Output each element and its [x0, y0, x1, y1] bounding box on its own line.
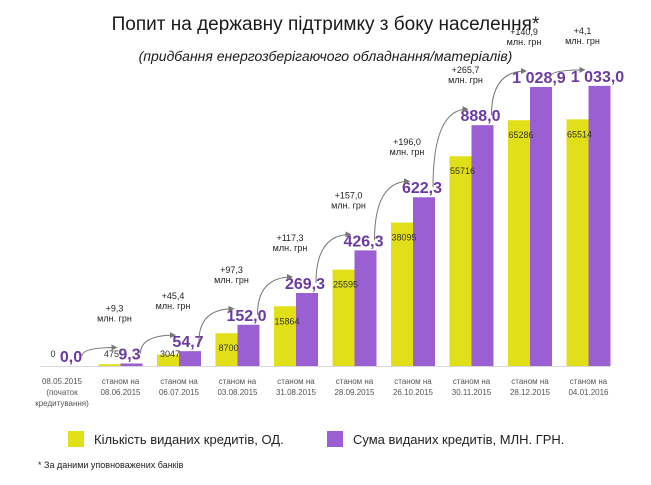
increment-label-6: +196,0 млн. грн	[390, 137, 425, 157]
count-label-7: 55716	[450, 166, 475, 176]
increment-label-8: +140,9 млн. грн	[507, 27, 542, 47]
bar-sum-4	[296, 292, 318, 366]
footnote: * За даними уповноважених банків	[38, 460, 184, 470]
increment-label-2: +45,4 млн. грн	[156, 291, 191, 311]
bar-count-6	[391, 222, 413, 366]
sum-label-3: 152,0	[226, 308, 266, 325]
bar-count-3	[215, 333, 238, 366]
increment-arrow-8	[491, 67, 527, 116]
category-label-8: станом на 28.12.2015	[510, 377, 551, 397]
increment-arrow-2	[140, 332, 176, 354]
increment-label-3: +97,3 млн. грн	[214, 265, 249, 285]
increment-label-9: +4,1 млн. грн	[565, 26, 600, 46]
legend-label-count: Кількість виданих кредитів, ОД.	[94, 431, 284, 447]
bar-count-2	[157, 354, 179, 366]
category-label-7: станом на 30.11.2015	[452, 377, 492, 397]
sum-label-8: 1 028,9	[512, 70, 565, 87]
count-label-8: 65286	[508, 130, 533, 140]
increment-label-1: +9,3 млн. грн	[97, 303, 132, 323]
bar-sum-5	[354, 250, 377, 366]
increment-label-7: +265,7 млн. грн	[448, 65, 483, 85]
legend-item-count: Кількість виданих кредитів, ОД.	[68, 428, 284, 450]
category-label-5: станом на 28.09.2015	[334, 377, 375, 397]
chart-subtitle: (придбання енергозберігаючого обладнання…	[138, 48, 513, 64]
bar-count-5	[332, 269, 355, 366]
category-label-3: станом на 03.08.2015	[217, 377, 258, 397]
bar-count-8	[508, 120, 530, 367]
bar-sum-7	[471, 125, 494, 367]
bar-sum-6	[413, 197, 435, 366]
legend-swatch-sum	[327, 431, 343, 447]
count-label-4: 15864	[274, 316, 299, 326]
legend-label-sum: Сума виданих кредитів, МЛН. ГРН.	[353, 431, 565, 447]
increment-arrow-7	[432, 106, 469, 188]
increment-label-4: +117,3 млн. грн	[273, 233, 308, 253]
bar-count-4	[274, 306, 296, 366]
count-label-2: 3047	[160, 349, 180, 359]
increment-arrow-6	[374, 178, 410, 241]
legend-swatch-count	[68, 431, 84, 447]
bar-sum-8	[530, 86, 552, 367]
count-label-6: 38095	[391, 233, 416, 243]
category-label-2: станом на 06.07.2015	[159, 377, 200, 397]
bar-count-7	[449, 156, 472, 366]
bar-count-1	[98, 364, 121, 366]
count-label-9: 65514	[567, 129, 592, 139]
category-label-1: станом на 08.06.2015	[100, 377, 141, 397]
category-label-9: станом на 04.01.2016	[568, 377, 609, 397]
sum-label-0: 0,0	[60, 349, 82, 366]
bar-sum-3	[237, 324, 260, 366]
count-label-0: 0	[50, 349, 55, 359]
sum-label-9: 1 033,0	[571, 69, 624, 86]
sum-label-2: 54,7	[172, 334, 203, 351]
bar-chart: 0 0,0 08.05.2015 (початок кредитування) 475 9,…	[35, 26, 624, 408]
category-label-6: станом на 26.10.2015	[393, 377, 434, 397]
sum-label-1: 9,3	[118, 346, 140, 363]
increment-label-5: +157,0 млн. грн	[331, 190, 366, 210]
increment-arrow-5	[315, 231, 352, 283]
bar-sum-2	[179, 351, 201, 366]
legend-item-sum: Сума виданих кредитів, МЛН. ГРН.	[327, 428, 564, 450]
increment-arrow-3	[198, 305, 235, 342]
sum-label-5: 426,3	[343, 233, 383, 250]
category-label-4: станом на 31.08.2015	[276, 377, 317, 397]
count-label-5: 25595	[333, 280, 358, 290]
increment-arrow-4	[257, 273, 293, 315]
sum-label-4: 269,3	[285, 276, 325, 293]
sum-label-7: 888,0	[460, 108, 500, 125]
increment-arrow-9	[549, 66, 586, 78]
sum-label-6: 622,3	[402, 180, 442, 197]
count-label-3: 8700	[218, 343, 238, 353]
count-label-1: 475	[104, 349, 119, 359]
category-label-0: 08.05.2015 (початок кредитування)	[35, 377, 89, 408]
bar-count-9	[566, 119, 589, 366]
bar-sum-1	[120, 363, 143, 366]
increment-arrow-1	[81, 344, 118, 357]
chart-title: Попит на державну підтримку з боку насел…	[111, 14, 540, 35]
bar-sum-9	[588, 85, 611, 366]
